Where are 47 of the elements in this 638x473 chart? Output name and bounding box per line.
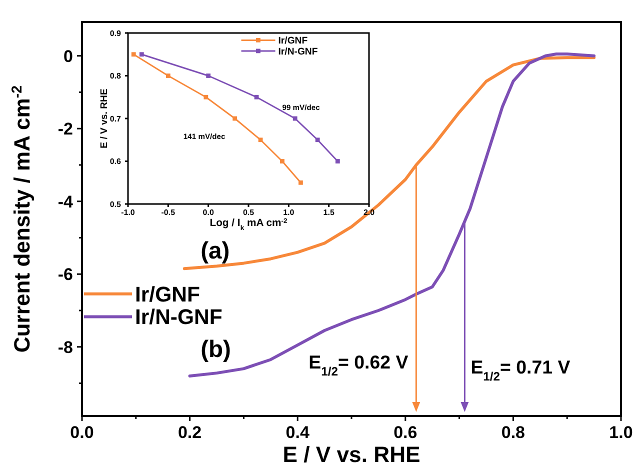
x-tick-label: 0.8 <box>501 423 526 442</box>
x-tick-label: 0.4 <box>286 423 310 442</box>
point <box>206 74 211 78</box>
y-tick-label: -4 <box>58 192 74 212</box>
x-axis-title: Log / I$_{k}$ mA cm$^{-2}$ <box>210 218 288 232</box>
ref-line-label: E$_{1/2}$= 0.71 V <box>470 356 571 384</box>
y-tick-label: 0.5 <box>110 200 122 209</box>
y-tick-label: 0.6 <box>110 157 122 166</box>
legend-label: Ir/GNF <box>278 36 308 47</box>
x-tick-label: 1.5 <box>323 208 335 217</box>
y-tick-label: 0 <box>64 46 73 66</box>
point <box>258 138 263 142</box>
annotation: (a) <box>200 237 230 264</box>
point <box>232 116 238 121</box>
annotation: (b) <box>200 336 231 363</box>
x-tick-label: 0.0 <box>70 423 94 442</box>
legend-label: Ir/N-GNF <box>278 46 318 58</box>
x-tick-label: 0.0 <box>202 208 214 217</box>
x-tick-label: 1.0 <box>283 208 295 217</box>
point <box>298 180 303 185</box>
x-tick-label: 1.0 <box>609 423 633 442</box>
x-axis-title: E / V vs. RHE <box>282 442 420 467</box>
y-tick-label: -2 <box>58 120 73 139</box>
y-tick-label: 0.7 <box>110 114 122 124</box>
point <box>131 52 136 57</box>
line-series <box>182 56 596 270</box>
y-tick-label: 0.9 <box>110 28 122 38</box>
y-axis-title: E / V vs. RHE <box>99 88 110 148</box>
y-tick-label: 0.8 <box>110 72 122 81</box>
x-tick-label: 0.2 <box>178 423 202 442</box>
legend-label: Ir/N-GNF <box>135 305 222 330</box>
point <box>292 116 298 121</box>
point <box>254 94 259 100</box>
ref-line-label: E$_{1/2}$= 0.62 V <box>308 352 409 379</box>
point <box>204 94 208 100</box>
x-tick-label: 0.5 <box>242 208 255 217</box>
point <box>315 138 320 142</box>
point <box>335 159 340 164</box>
x-tick-label: -1.0 <box>121 208 136 217</box>
y-tick-label: -6 <box>58 265 73 284</box>
x-tick-label: -0.5 <box>161 208 176 217</box>
legend-label: Ir/GNF <box>135 282 200 306</box>
y-tick-label: -8 <box>58 338 73 357</box>
x-tick-label: 0.6 <box>394 423 418 442</box>
point <box>280 159 284 164</box>
point <box>139 52 144 57</box>
point <box>166 74 170 78</box>
